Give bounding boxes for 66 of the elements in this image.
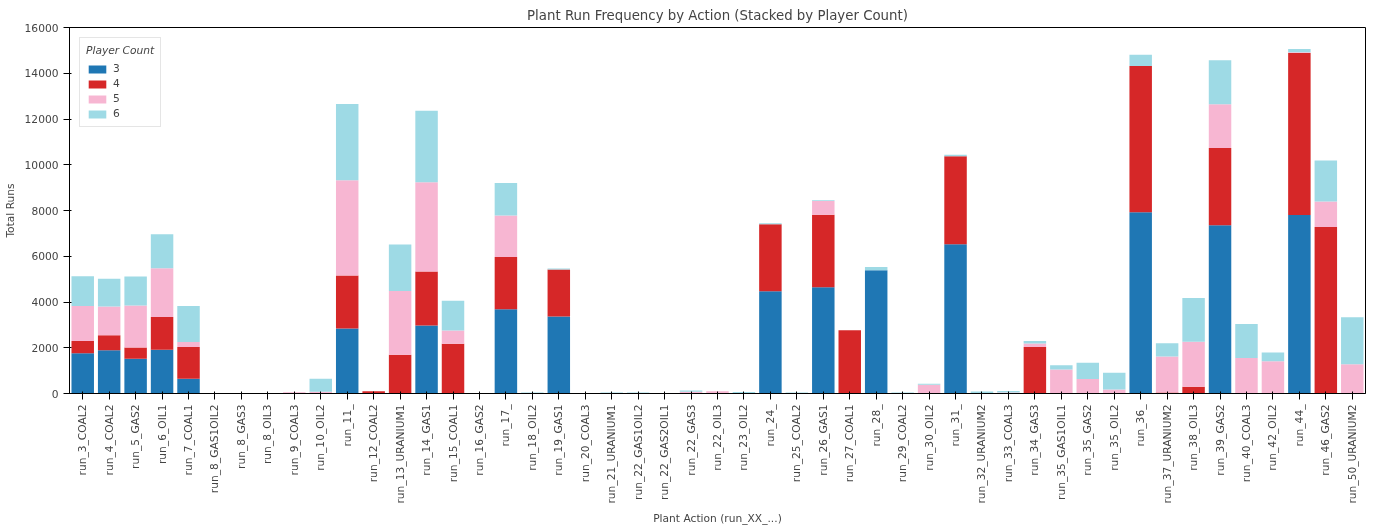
x-tick-label: run_46_GAS2 (1319, 404, 1333, 476)
x-tick-label: run_6_OIL1 (155, 404, 169, 465)
legend-label: 6 (113, 107, 121, 120)
y-tick-label: 16000 (24, 21, 59, 35)
x-tick-label: run_40_COAL3 (1239, 404, 1253, 483)
x-tick-label: run_39_GAS2 (1213, 404, 1227, 476)
x-tick-label: run_35_GAS2 (1081, 404, 1095, 476)
x-tick-label: run_35_GAS1OIL1 (1054, 404, 1068, 500)
x-tick-label: run_12_COAL2 (367, 404, 381, 483)
x-tick-label: run_18_OIL2 (525, 404, 539, 471)
legend-label: 3 (113, 62, 121, 75)
x-tick-label: run_4_COAL2 (102, 404, 116, 476)
x-axis-title: Plant Action (run_XX_...) (653, 511, 782, 525)
x-tick-label: run_31_ (949, 403, 963, 447)
y-tick-label: 4000 (31, 296, 59, 309)
x-tick-label: run_33_COAL3 (1001, 404, 1015, 483)
x-tick-label: run_20_COAL3 (578, 404, 592, 483)
x-tick-label: run_30_OIL2 (922, 404, 936, 471)
x-tick-label: run_27_COAL1 (843, 404, 857, 483)
x-tick-label: run_32_URANIUM2 (975, 404, 989, 504)
x-tick-label: run_34_GAS3 (1028, 404, 1042, 476)
x-tick-label: run_8_GAS3 (234, 404, 248, 469)
x-tick-label: run_22_GAS3 (684, 404, 698, 476)
legend-label: 5 (113, 92, 121, 105)
x-tick-label: run_26_GAS1 (816, 404, 830, 476)
x-tick-label: run_22_GAS2OIL1 (658, 404, 672, 500)
y-tick-label: 6000 (31, 250, 59, 264)
y-tick-label: 2000 (31, 341, 59, 355)
x-tick-label: run_50_URANIUM2 (1345, 404, 1359, 504)
chart-title: Plant Run Frequency by Action (Stacked by Player Count) (527, 7, 908, 23)
x-tick-label: run_8_OIL3 (261, 404, 275, 465)
x-tick-label: run_17_ (499, 403, 513, 447)
x-tick-label: run_5_GAS2 (129, 404, 143, 469)
x-tick-label: run_38_OIL3 (1187, 404, 1201, 471)
y-axis-title: Total Runs (3, 182, 17, 239)
x-tick-label: run_22_GAS1OIL2 (631, 404, 645, 500)
x-tick-label: run_15_COAL1 (446, 404, 460, 483)
legend-label: 4 (113, 77, 121, 90)
x-tick-label: run_13_URANIUM1 (393, 404, 407, 504)
x-tick-label: run_29_COAL2 (896, 404, 910, 483)
y-tick-label: 14000 (24, 67, 59, 81)
x-tick-label: run_8_GAS1OIL2 (208, 404, 222, 494)
x-tick-label: run_37_URANIUM2 (1160, 404, 1174, 504)
x-tick-label: run_23_OIL2 (737, 404, 751, 471)
y-tick-label: 8000 (31, 204, 59, 218)
x-tick-label: run_16_GAS2 (472, 404, 486, 476)
x-tick-label: run_35_OIL2 (1107, 404, 1121, 471)
x-tick-label: run_24_ (763, 403, 777, 447)
x-tick-label: run_14_GAS1 (420, 404, 434, 476)
y-tick-label: 12000 (24, 113, 59, 126)
x-tick-label: run_7_COAL1 (182, 404, 196, 476)
x-tick-label: run_3_COAL2 (76, 404, 90, 476)
y-tick-label: 0 (51, 387, 59, 401)
x-tick-label: run_9_COAL3 (287, 404, 301, 476)
x-tick-label: run_25_COAL2 (790, 404, 804, 483)
legend-title: Player Count (86, 44, 155, 57)
y-tick-label: 10000 (24, 158, 59, 172)
x-tick-label: run_28_ (869, 403, 883, 447)
x-tick-label: run_44_ (1292, 403, 1306, 447)
x-tick-label: run_10_OIL2 (314, 404, 328, 471)
x-tick-label: run_42_OIL2 (1266, 404, 1280, 471)
x-tick-label: run_11_ (340, 403, 354, 447)
x-tick-label: run_21_URANIUM1 (605, 404, 619, 504)
x-tick-label: run_36_ (1134, 403, 1148, 447)
x-tick-label: run_19_GAS1 (552, 404, 566, 476)
x-tick-label: run_22_OIL3 (711, 404, 724, 471)
